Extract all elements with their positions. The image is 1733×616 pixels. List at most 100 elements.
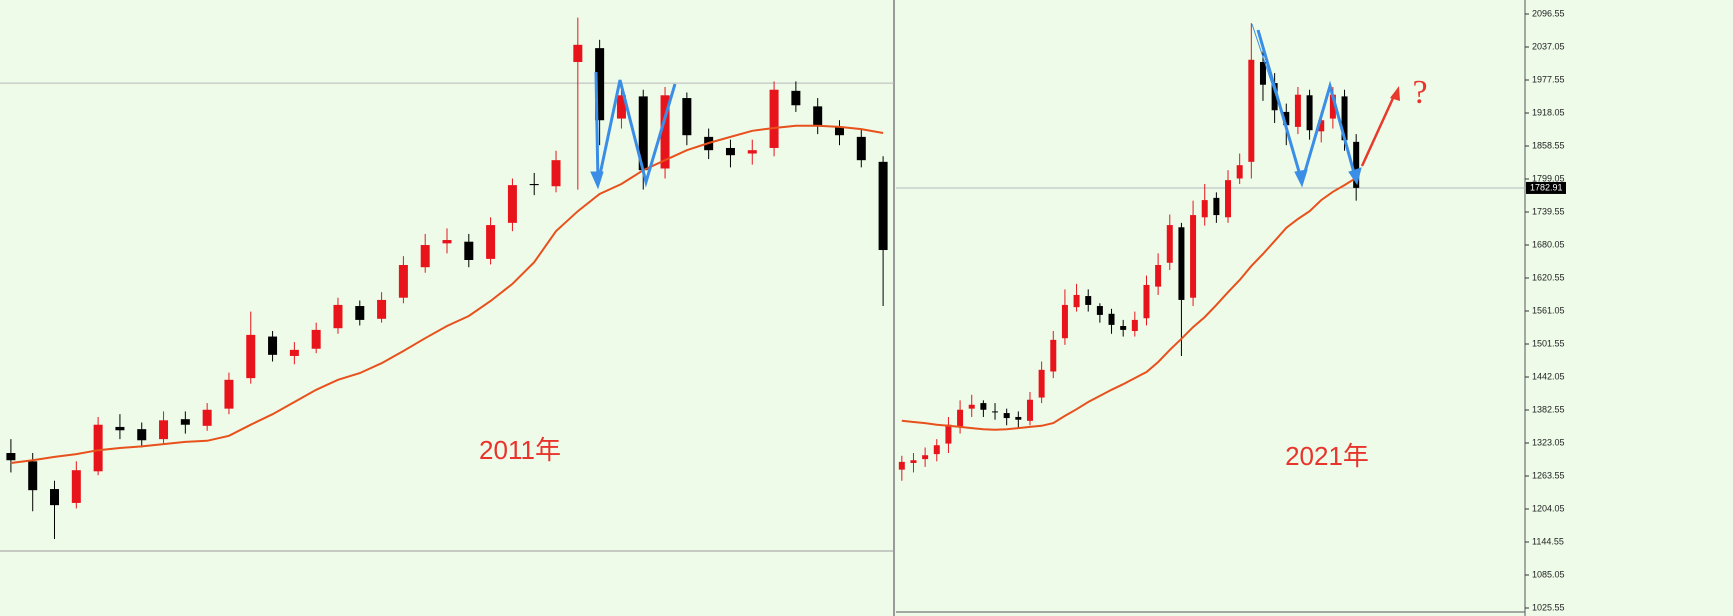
candle-body bbox=[957, 409, 964, 427]
y-tick-label: 1144.55 bbox=[1532, 536, 1564, 546]
candle-body bbox=[137, 429, 147, 441]
y-tick-label: 2096.55 bbox=[1532, 8, 1565, 18]
candle-body bbox=[1259, 62, 1266, 85]
candle-body bbox=[442, 240, 452, 244]
candle-body bbox=[377, 299, 387, 319]
y-tick-label: 1918.05 bbox=[1532, 107, 1565, 117]
y-tick-label: 1799.05 bbox=[1532, 173, 1565, 183]
candle-body bbox=[1155, 264, 1162, 287]
candle-body bbox=[1143, 284, 1150, 319]
candle-body bbox=[1271, 83, 1278, 111]
y-tick-label: 1442.05 bbox=[1532, 371, 1565, 381]
candle-body bbox=[980, 403, 987, 410]
y-tick-label: 1620.55 bbox=[1532, 272, 1565, 282]
candle-body bbox=[1061, 304, 1068, 339]
candle-body bbox=[71, 470, 81, 503]
candle-body bbox=[246, 334, 256, 379]
candle-body bbox=[682, 98, 692, 136]
candle-body bbox=[1178, 227, 1185, 300]
candle-body bbox=[1085, 296, 1092, 305]
candle-body bbox=[6, 453, 16, 461]
candle-body bbox=[486, 225, 496, 259]
candle-body bbox=[747, 150, 757, 154]
red-arrow-head bbox=[1390, 86, 1400, 101]
arrow-head bbox=[590, 171, 604, 190]
candle-body bbox=[159, 420, 169, 440]
candle-body bbox=[791, 90, 801, 106]
y-tick-label: 1382.55 bbox=[1532, 404, 1565, 414]
candle-body bbox=[1341, 96, 1348, 141]
candle-body bbox=[1038, 369, 1045, 398]
year-label: 2011年 bbox=[479, 435, 561, 465]
candle-body bbox=[1248, 59, 1255, 162]
candle-body bbox=[769, 89, 779, 148]
candle-body bbox=[834, 126, 844, 136]
candle-body bbox=[180, 419, 190, 425]
candle-body bbox=[1120, 326, 1127, 330]
candle-body bbox=[992, 411, 999, 413]
candle-body bbox=[93, 424, 103, 472]
candle-body bbox=[922, 455, 929, 460]
y-tick-label: 1739.55 bbox=[1532, 206, 1565, 216]
drawn-arrows bbox=[594, 23, 1358, 188]
arrow-head bbox=[1348, 167, 1362, 186]
candle-body bbox=[945, 424, 952, 444]
y-tick-label: 1561.05 bbox=[1532, 305, 1565, 315]
y-tick-label: 1263.55 bbox=[1532, 470, 1565, 480]
candle-body bbox=[1306, 95, 1313, 131]
candle-body bbox=[660, 95, 670, 169]
price-label: 1782.91 bbox=[1530, 182, 1563, 192]
candle-body bbox=[616, 95, 626, 119]
candle-body bbox=[115, 426, 125, 431]
y-tick-label: 1323.05 bbox=[1532, 437, 1565, 447]
candle-body bbox=[638, 96, 648, 171]
candle-body bbox=[1201, 200, 1208, 218]
candle-body bbox=[1108, 313, 1115, 325]
y-tick-label: 1501.55 bbox=[1532, 338, 1565, 348]
candle-body bbox=[725, 147, 735, 156]
candle-body bbox=[813, 106, 823, 126]
candle-body bbox=[1225, 180, 1232, 218]
candle-body bbox=[1073, 294, 1080, 308]
candle-body bbox=[50, 489, 60, 506]
red-arrow bbox=[1360, 95, 1396, 167]
candle-body bbox=[933, 445, 940, 455]
candle-body bbox=[311, 329, 321, 349]
candle-body bbox=[595, 48, 605, 121]
zigzag-2011 bbox=[594, 71, 677, 188]
candle-body bbox=[398, 264, 408, 298]
y-tick-label: 1858.55 bbox=[1532, 140, 1565, 150]
price-label-box bbox=[1526, 181, 1566, 194]
y-tick-label: 1680.05 bbox=[1532, 239, 1565, 249]
candle-body bbox=[529, 184, 539, 186]
candle-body bbox=[268, 336, 278, 355]
candle-body bbox=[224, 379, 234, 409]
candle-body bbox=[289, 349, 299, 356]
candle-body bbox=[878, 161, 888, 251]
candle-body bbox=[1283, 111, 1290, 126]
arrow-heads bbox=[590, 167, 1362, 190]
plot: 2011年 2096.55 2037.05 1977.55 1918.05 1858.55… bbox=[0, 8, 1566, 612]
annotation: ? bbox=[1412, 74, 1427, 111]
candle-body bbox=[1003, 413, 1010, 419]
candle-body bbox=[1353, 141, 1360, 188]
candle-body bbox=[1294, 94, 1301, 127]
candle-body bbox=[507, 185, 517, 223]
candle-body bbox=[898, 461, 905, 470]
candle-body bbox=[573, 44, 583, 63]
candle-body bbox=[1166, 225, 1173, 263]
candle-body bbox=[1131, 319, 1138, 331]
candle-body bbox=[551, 160, 561, 187]
y-tick-label: 1085.05 bbox=[1532, 569, 1565, 579]
candle-body bbox=[420, 245, 430, 268]
candle-body bbox=[1050, 339, 1057, 372]
year-label: 2021年 bbox=[1285, 441, 1369, 471]
zigzag-2021 bbox=[1256, 29, 1358, 188]
y-tick-label: 2037.05 bbox=[1532, 41, 1565, 51]
candle-body bbox=[1213, 197, 1220, 216]
candle-body bbox=[910, 460, 917, 463]
moving-average bbox=[901, 177, 1357, 431]
candle-body bbox=[1190, 215, 1197, 298]
